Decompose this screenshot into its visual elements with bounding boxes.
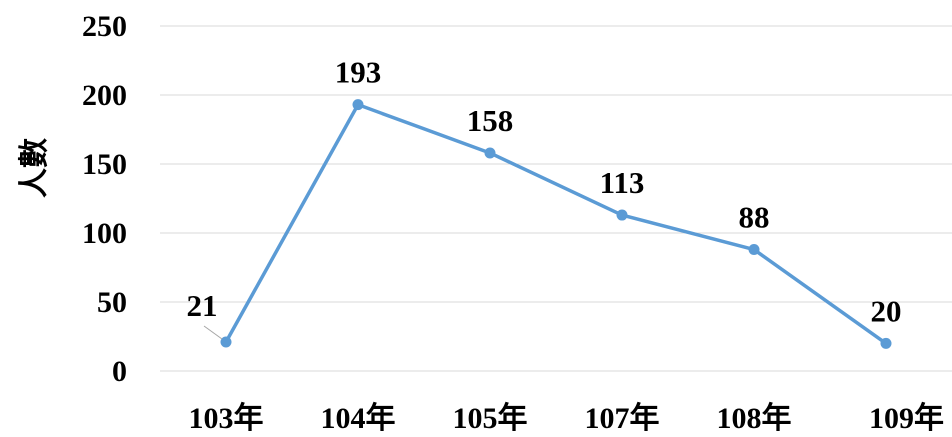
y-tick-label: 200 [82, 79, 127, 112]
data-point [221, 337, 232, 348]
y-tick-label: 0 [112, 355, 127, 388]
y-tick-label: 150 [82, 148, 127, 181]
x-tick-label: 107年 [585, 402, 660, 435]
y-tick-label: 250 [82, 10, 127, 43]
x-tick-label: 105年 [453, 402, 528, 435]
y-axis-title: 人數 [18, 138, 51, 198]
data-point [485, 147, 496, 158]
series-line [226, 105, 886, 344]
y-axis-ticks: 0 50 100 150 200 250 [82, 10, 127, 388]
data-label: 21 [187, 288, 218, 323]
data-labels: 21 193 158 113 88 20 [187, 55, 902, 339]
data-label: 193 [335, 55, 382, 90]
data-label: 158 [467, 103, 514, 138]
y-tick-label: 50 [97, 286, 127, 319]
data-point [881, 338, 892, 349]
data-label: 20 [871, 293, 902, 328]
x-tick-label: 104年 [321, 402, 396, 435]
gridlines [160, 26, 952, 302]
data-label-leader [204, 326, 222, 339]
x-tick-label: 108年 [717, 402, 792, 435]
data-label: 88 [739, 200, 770, 235]
y-tick-label: 100 [82, 217, 127, 250]
data-point [353, 99, 364, 110]
x-tick-label: 109年 [869, 402, 944, 435]
data-label: 113 [600, 165, 645, 200]
x-tick-label: 103年 [189, 402, 264, 435]
series-group [221, 99, 892, 349]
x-axis-ticks: 103年 104年 105年 107年 108年 109年 [189, 402, 945, 435]
data-point [617, 210, 628, 221]
data-point [749, 244, 760, 255]
